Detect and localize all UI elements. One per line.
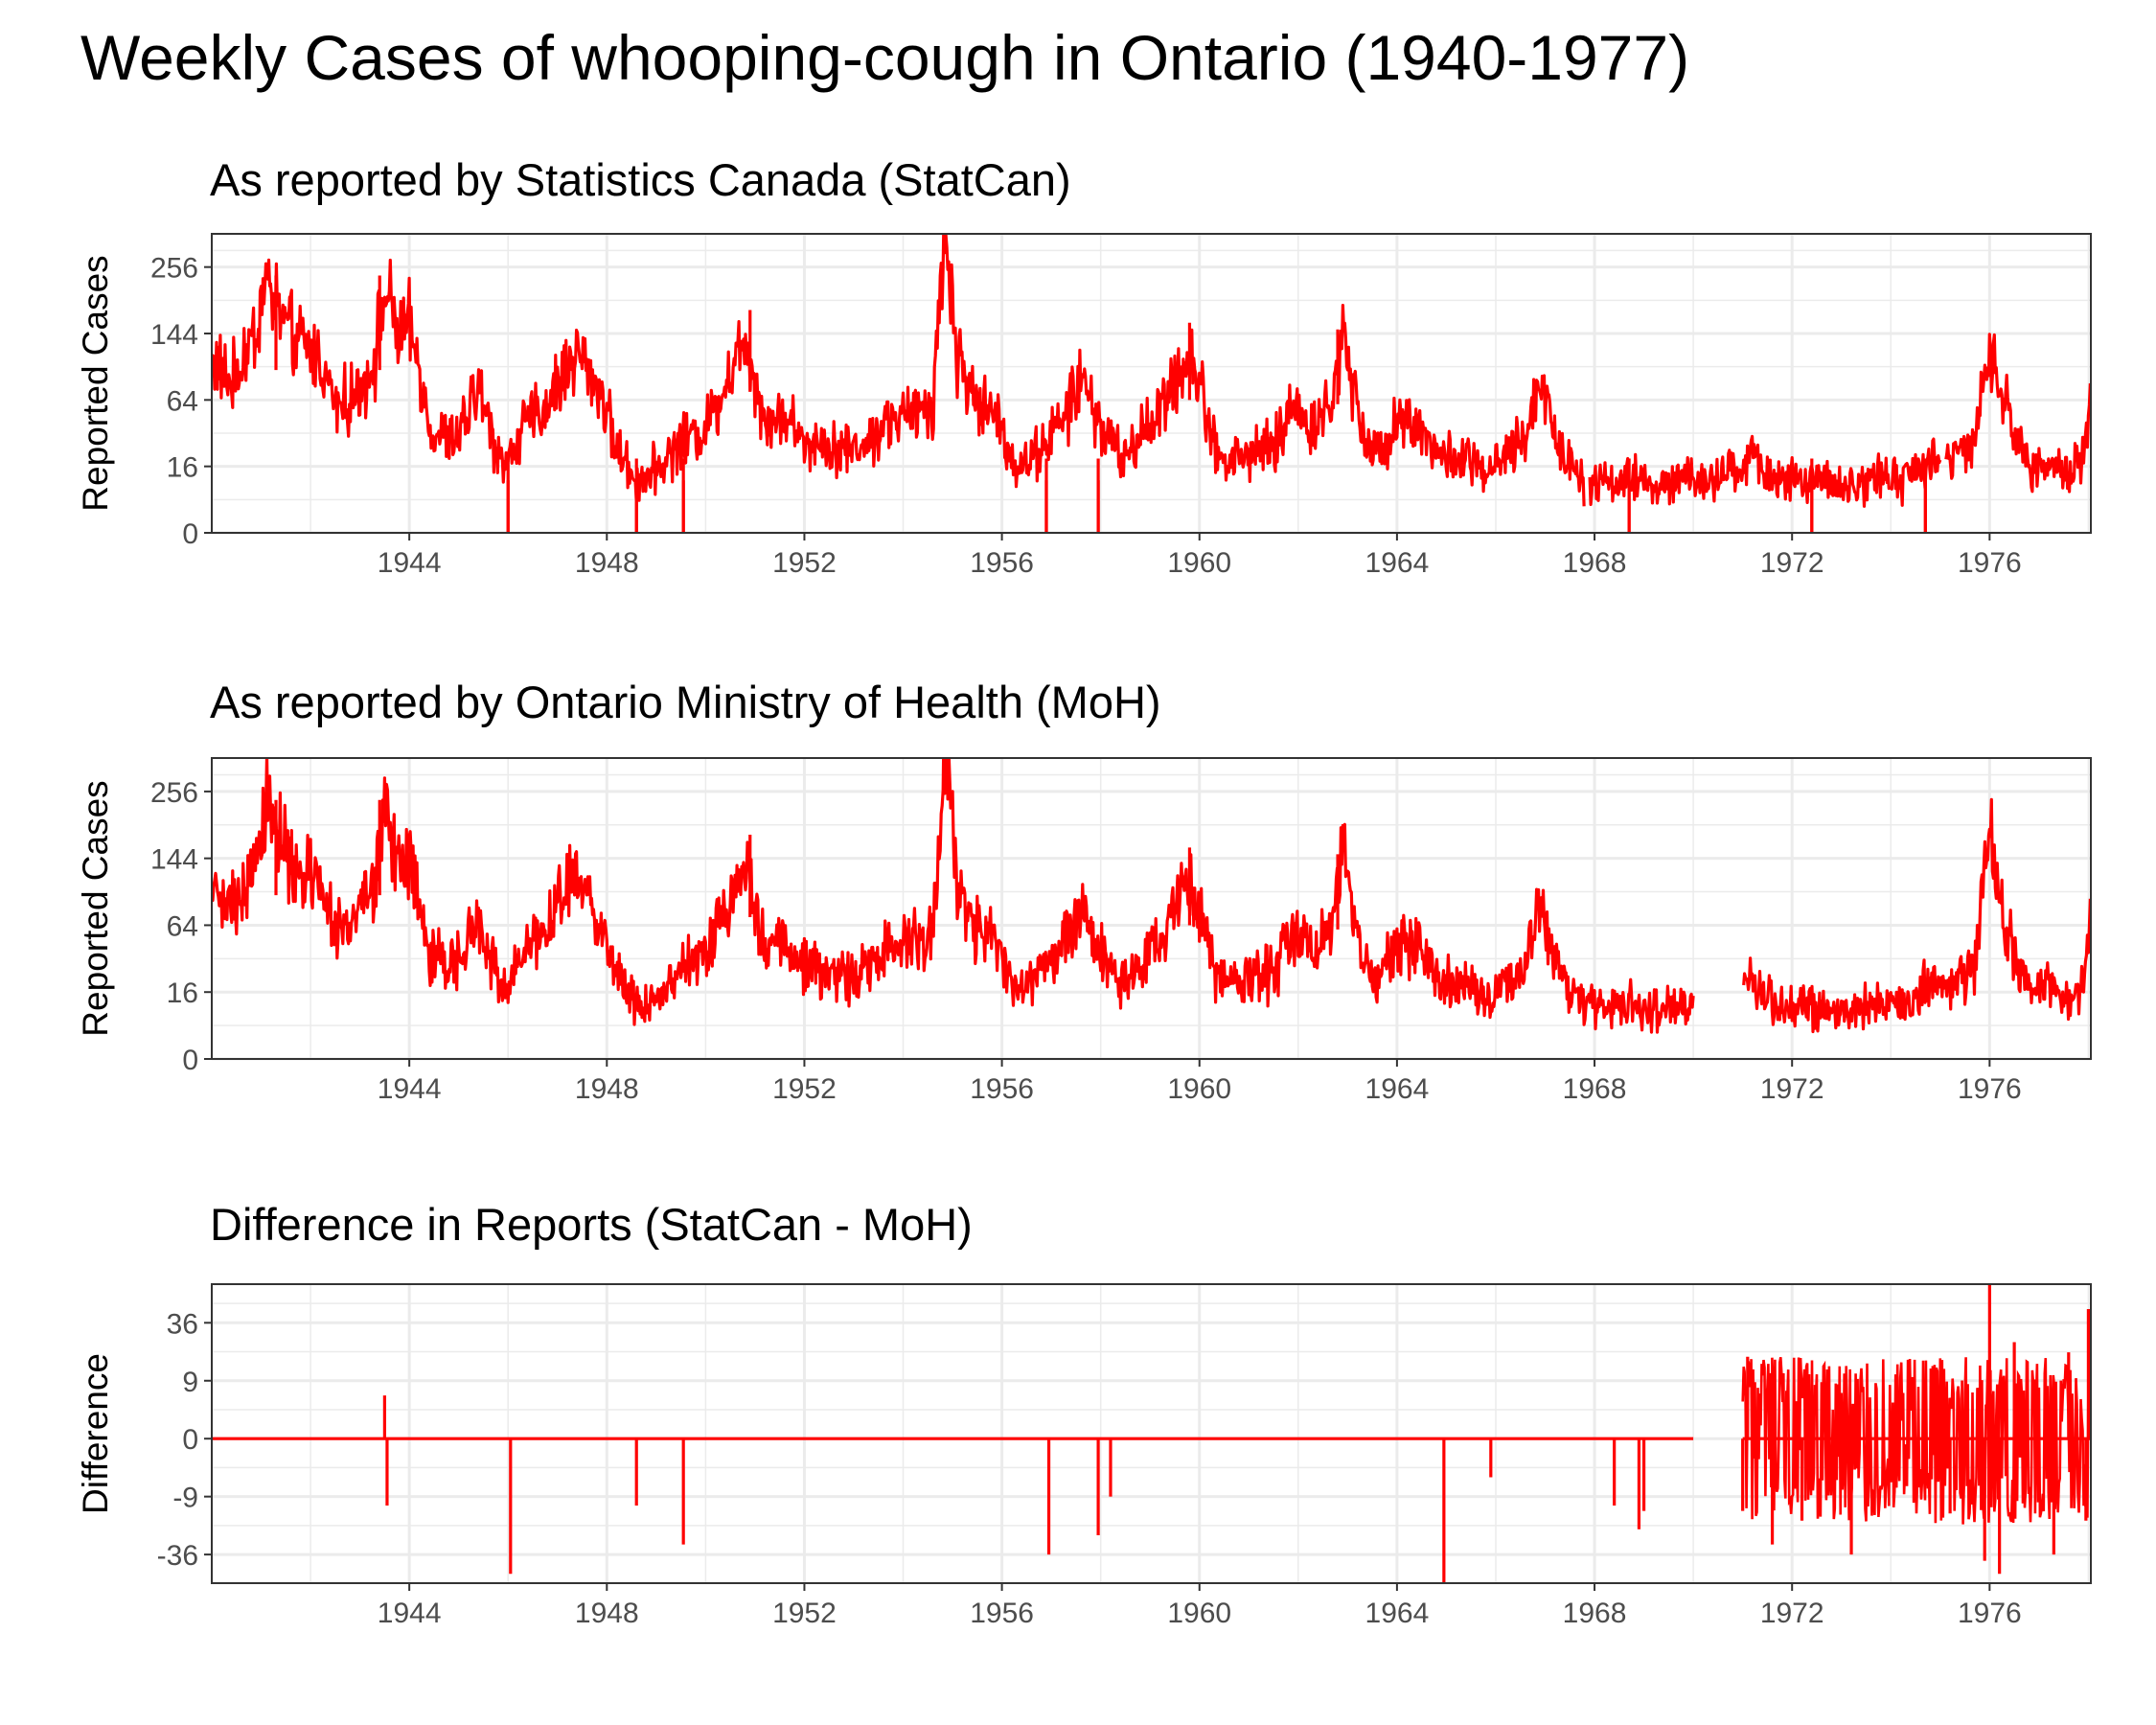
y-axis-title: Difference [76, 1353, 115, 1514]
panel-border [211, 233, 2092, 534]
y-tick-label: -36 [157, 1540, 198, 1572]
x-tick-label: 1956 [970, 1073, 1034, 1105]
y-tick-label: 16 [167, 978, 198, 1009]
y-axis-title: Reported Cases [76, 255, 115, 511]
panel-1: 1944 1948 1952 1956 1960 1964 1968 1972 1976 0 16 6… [76, 757, 2092, 1105]
x-tick-label: 1972 [1760, 1073, 1824, 1105]
y-tick-label: 256 [150, 777, 198, 809]
x-tick-label: 1972 [1760, 1598, 1824, 1629]
y-tick-label: 9 [182, 1367, 198, 1398]
panel-0: 1944 1948 1952 1956 1960 1964 1968 1972 1976 0 16 6… [76, 233, 2092, 579]
x-tick-label: 1976 [1958, 1073, 2022, 1105]
x-tick-label: 1964 [1365, 1073, 1430, 1105]
panel-2: 1944 1948 1952 1956 1960 1964 1968 1972 1976 -36 -… [76, 1283, 2092, 1629]
x-tick-label: 1952 [772, 1598, 837, 1629]
y-tick-label: 256 [150, 253, 198, 285]
data-layer [212, 234, 2091, 533]
data-layer [212, 758, 2091, 1034]
panel-title-statcan: As reported by Statistics Canada (StatCa… [210, 154, 1071, 205]
panel-title-moh: As reported by Ontario Ministry of Healt… [210, 677, 1161, 727]
series-line [212, 234, 2091, 508]
x-tick-label: 1944 [378, 1598, 442, 1629]
y-tick-label: -9 [172, 1483, 198, 1514]
x-tick-label: 1968 [1563, 1598, 1627, 1629]
difference-noise [1741, 1356, 2091, 1525]
x-tick-label: 1960 [1167, 1073, 1231, 1105]
y-tick-label: 64 [167, 385, 198, 417]
x-tick-label: 1956 [970, 1598, 1034, 1629]
x-tick-label: 1952 [772, 547, 837, 579]
x-tick-label: 1976 [1958, 1598, 2022, 1629]
panel-border [211, 757, 2092, 1060]
x-tick-label: 1964 [1365, 1598, 1430, 1629]
y-tick-label: 144 [150, 844, 198, 876]
x-tick-label: 1948 [575, 1598, 639, 1629]
x-tick-label: 1968 [1563, 547, 1627, 579]
x-tick-label: 1948 [575, 547, 639, 579]
x-tick-label: 1960 [1167, 547, 1231, 579]
x-tick-label: 1968 [1563, 1073, 1627, 1105]
y-tick-label: 0 [182, 1424, 198, 1456]
y-tick-label: 144 [150, 319, 198, 351]
y-tick-label: 16 [167, 452, 198, 484]
y-tick-label: 0 [182, 518, 198, 550]
x-tick-label: 1948 [575, 1073, 639, 1105]
data-layer [212, 1284, 2091, 1583]
x-tick-label: 1956 [970, 547, 1034, 579]
panel-title-difference: Difference in Reports (StatCan - MoH) [210, 1199, 973, 1250]
x-tick-label: 1964 [1365, 547, 1430, 579]
x-tick-label: 1972 [1760, 547, 1824, 579]
y-axis-title: Reported Cases [76, 780, 115, 1036]
series-line [212, 758, 2091, 1034]
panel-border [211, 1283, 2092, 1584]
y-tick-label: 0 [182, 1045, 198, 1076]
x-tick-label: 1952 [772, 1073, 837, 1105]
x-tick-label: 1944 [378, 1073, 442, 1105]
y-tick-label: 64 [167, 910, 198, 942]
x-tick-label: 1944 [378, 547, 442, 579]
chart-title: Weekly Cases of whooping-cough in Ontari… [80, 22, 1690, 93]
x-tick-label: 1976 [1958, 547, 2022, 579]
y-tick-label: 36 [167, 1308, 198, 1340]
x-tick-label: 1960 [1167, 1598, 1231, 1629]
